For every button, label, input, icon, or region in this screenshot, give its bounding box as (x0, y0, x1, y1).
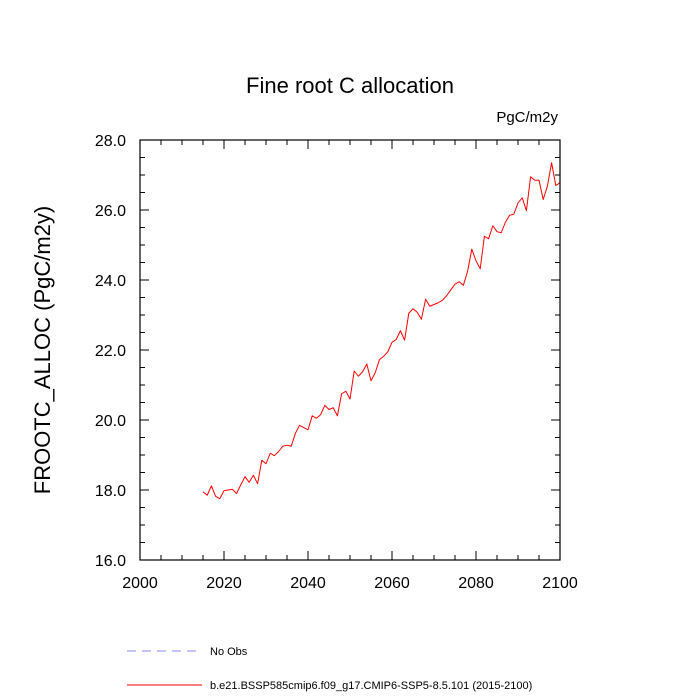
series-layer (202, 162, 561, 500)
y-tick-label: 16.0 (95, 553, 126, 570)
chart-title: Fine root C allocation (246, 73, 454, 98)
legend: No Obs b.e21.BSSP585cmip6.f09_g17.CMIP6-… (127, 646, 532, 692)
units-label: PgC/m2y (496, 109, 558, 126)
y-tick-label: 18.0 (95, 483, 126, 500)
y-tick-label: 22.0 (95, 343, 126, 360)
x-tick-label: 2020 (206, 575, 242, 592)
x-tick-label: 2080 (458, 575, 494, 592)
series-line-model (202, 162, 561, 500)
y-tick-label: 26.0 (95, 203, 126, 220)
x-tick-label: 2060 (374, 575, 410, 592)
legend-label-no-obs: No Obs (210, 646, 248, 658)
x-tick-label: 2100 (542, 575, 578, 592)
legend-label-model: b.e21.BSSP585cmip6.f09_g17.CMIP6-SSP5-8.… (210, 680, 532, 692)
axes: 2000 2020 2040 2060 2080 2100 16.0 18.0 20.0 22.0… (95, 133, 578, 592)
y-tick-label: 24.0 (95, 273, 126, 290)
x-tick-label: 2040 (290, 575, 326, 592)
y-axis-label: FROOTC_ALLOC (PgC/m2y) (30, 206, 55, 495)
y-tick-label: 28.0 (95, 133, 126, 150)
y-tick-label: 20.0 (95, 413, 126, 430)
x-tick-label: 2000 (122, 575, 158, 592)
plot-frame (139, 139, 561, 561)
